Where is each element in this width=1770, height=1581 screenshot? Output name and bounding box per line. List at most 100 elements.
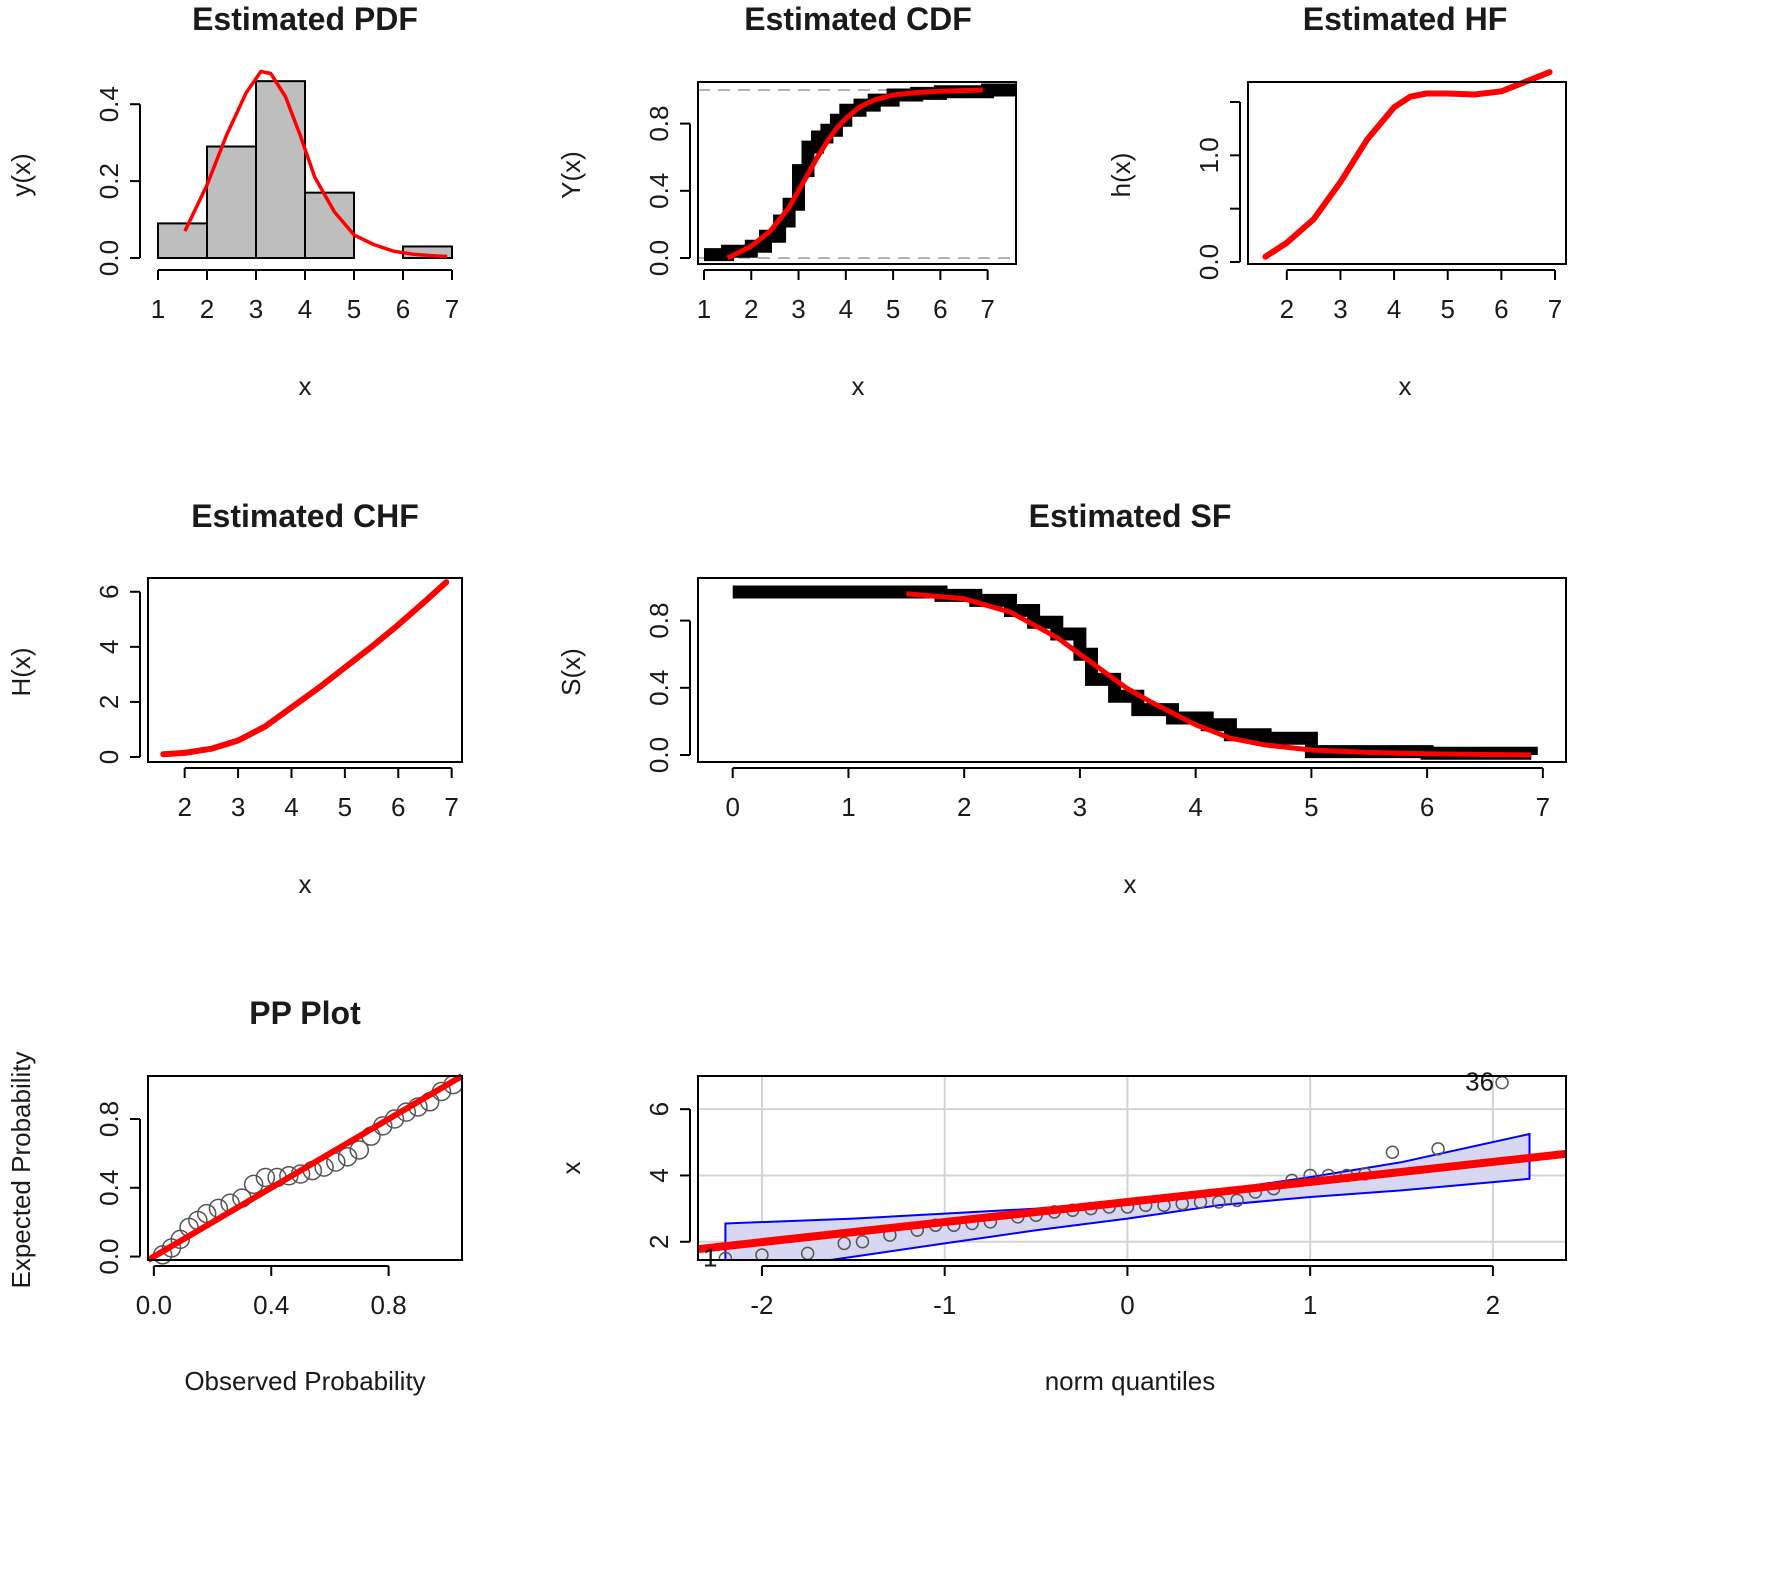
- plot-pdf: 1 2 3 4 5 6 7 0.0 0.2 0.4: [94, 69, 459, 324]
- hazard-line: [1262, 69, 1553, 260]
- x-tick-label: 7: [1548, 294, 1562, 324]
- y-tick-label: 0.4: [644, 670, 674, 706]
- x-tick-label: 6: [391, 792, 405, 822]
- title-cdf: Estimated CDF: [744, 1, 972, 37]
- xlabel-pdf: x: [299, 371, 312, 401]
- y-tick-label: 0: [94, 750, 124, 764]
- x-tick-label: -1: [933, 1290, 956, 1320]
- x-tick-label: -2: [750, 1290, 773, 1320]
- x-tick-label: 3: [791, 294, 805, 324]
- qq-point-label: 1: [703, 1242, 717, 1272]
- pp-point: [255, 1167, 276, 1188]
- xlabel-sf: x: [1124, 869, 1137, 899]
- plot-hf: 2 3 4 5 6 7 0.0 1.0: [1194, 69, 1567, 324]
- plot-frame: [1247, 81, 1567, 265]
- empirical-sf-step: [732, 585, 1538, 760]
- x-tick-label: 6: [396, 294, 410, 324]
- qq-clipped-layer: [698, 1076, 1566, 1260]
- x-tick-label: 4: [298, 294, 312, 324]
- ylabel-pp: Expected Probability: [6, 1051, 36, 1288]
- x-tick-label: 0.0: [136, 1290, 172, 1320]
- x-tick-label: 5: [347, 294, 361, 324]
- qq-point-label: 36: [1465, 1067, 1494, 1097]
- y-tick-label: 0.0: [644, 240, 674, 276]
- x-tick-label: 3: [1333, 294, 1347, 324]
- x-tick-label: 2: [200, 294, 214, 324]
- plot-qq: 36 1 -2 -1 0 1 2 2 4 6: [644, 1067, 1567, 1320]
- xlabel-chf: x: [299, 869, 312, 899]
- qq-point: [1431, 1142, 1445, 1156]
- x-tick-label: 2: [957, 792, 971, 822]
- x-tick-label: 4: [1387, 294, 1401, 324]
- y-tick-label: 1.0: [1194, 137, 1224, 173]
- x-tick-label: 3: [231, 792, 245, 822]
- x-tick-label: 2: [744, 294, 758, 324]
- title-pp: PP Plot: [249, 995, 361, 1031]
- xlabel-cdf: x: [852, 371, 865, 401]
- pp-reference-line: [146, 1073, 464, 1263]
- empirical-cdf-step: [704, 83, 1016, 262]
- plot-chf: 2 3 4 5 6 7 0 2 4 6: [94, 577, 463, 822]
- x-tick-label: 4: [839, 294, 853, 324]
- x-tick-label: 1: [1303, 1290, 1317, 1320]
- plot-frame: [147, 577, 463, 763]
- histogram-bar: [157, 222, 208, 259]
- y-tick-label: 6: [94, 585, 124, 599]
- y-tick-label: 2: [94, 695, 124, 709]
- fitted-sf-line: [906, 591, 1532, 758]
- plot-frame: [147, 1075, 463, 1261]
- x-tick-label: 5: [886, 294, 900, 324]
- qq-point: [755, 1248, 769, 1260]
- ylabel-pdf: y(x): [6, 153, 36, 196]
- y-tick-label: 0.4: [94, 1170, 124, 1206]
- x-tick-label: 2: [1280, 294, 1294, 324]
- y-tick-label: 0.8: [94, 1101, 124, 1137]
- qq-point: [855, 1235, 870, 1249]
- pp-point: [243, 1174, 264, 1195]
- y-tick-label: 0.0: [1194, 244, 1224, 280]
- y-tick-label: 0.0: [644, 737, 674, 773]
- x-tick-label: 6: [1494, 294, 1508, 324]
- xlabel-qq: norm quantiles: [1045, 1366, 1216, 1396]
- xlabel-hf: x: [1399, 371, 1412, 401]
- x-tick-label: 2: [1486, 1290, 1500, 1320]
- panel-pdf: Estimated PDF x y(x) 1 2 3 4 5 6 7 0.0 0.2 0.4: [6, 1, 459, 401]
- qq-point: [718, 1251, 733, 1260]
- x-tick-label: 5: [1440, 294, 1454, 324]
- qq-point: [837, 1236, 851, 1251]
- x-tick-label: 0: [725, 792, 739, 822]
- y-tick-label: 6: [644, 1102, 674, 1116]
- panel-hf: Estimated HF x h(x) 2 3 4 5 6 7 0.0 1.0: [1106, 1, 1567, 401]
- x-tick-label: 1: [697, 294, 711, 324]
- x-tick-label: 7: [1536, 792, 1550, 822]
- y-tick-label: 0.4: [94, 86, 124, 122]
- plot-frame: [697, 81, 1017, 265]
- plot-frame: [697, 577, 1567, 763]
- ylabel-qq: x: [556, 1162, 586, 1175]
- title-pdf: Estimated PDF: [192, 1, 418, 37]
- plot-frame: [697, 1075, 1567, 1261]
- x-tick-label: 5: [338, 792, 352, 822]
- cumulative-hazard-line: [160, 579, 450, 758]
- fitted-cdf-line: [726, 87, 983, 261]
- title-chf: Estimated CHF: [191, 498, 419, 534]
- panel-chf: Estimated CHF x H(x) 2 3 4 5 6 7 0 2 4 6: [6, 498, 463, 899]
- x-tick-label: 5: [1304, 792, 1318, 822]
- qq-point: [1495, 1076, 1509, 1090]
- ylabel-chf: H(x): [6, 647, 36, 696]
- x-tick-label: 7: [444, 792, 458, 822]
- panel-qq: norm quantiles x 36 1 -2 -1 0 1 2 2 4 6: [556, 1067, 1567, 1396]
- title-sf: Estimated SF: [1029, 498, 1232, 534]
- x-tick-label: 4: [1188, 792, 1202, 822]
- qq-point: [1230, 1193, 1244, 1208]
- panel-sf: Estimated SF x S(x) 0 1 2 3 4 5 6 7 0.0 0.4 0.8: [556, 498, 1567, 899]
- y-tick-label: 0.4: [644, 173, 674, 209]
- pp-point: [337, 1147, 358, 1167]
- x-tick-label: 0: [1120, 1290, 1134, 1320]
- x-tick-label: 6: [1420, 792, 1434, 822]
- ylabel-cdf: Y(x): [556, 151, 586, 199]
- qq-point: [1385, 1145, 1400, 1160]
- x-tick-label: 1: [151, 294, 165, 324]
- x-tick-label: 4: [284, 792, 298, 822]
